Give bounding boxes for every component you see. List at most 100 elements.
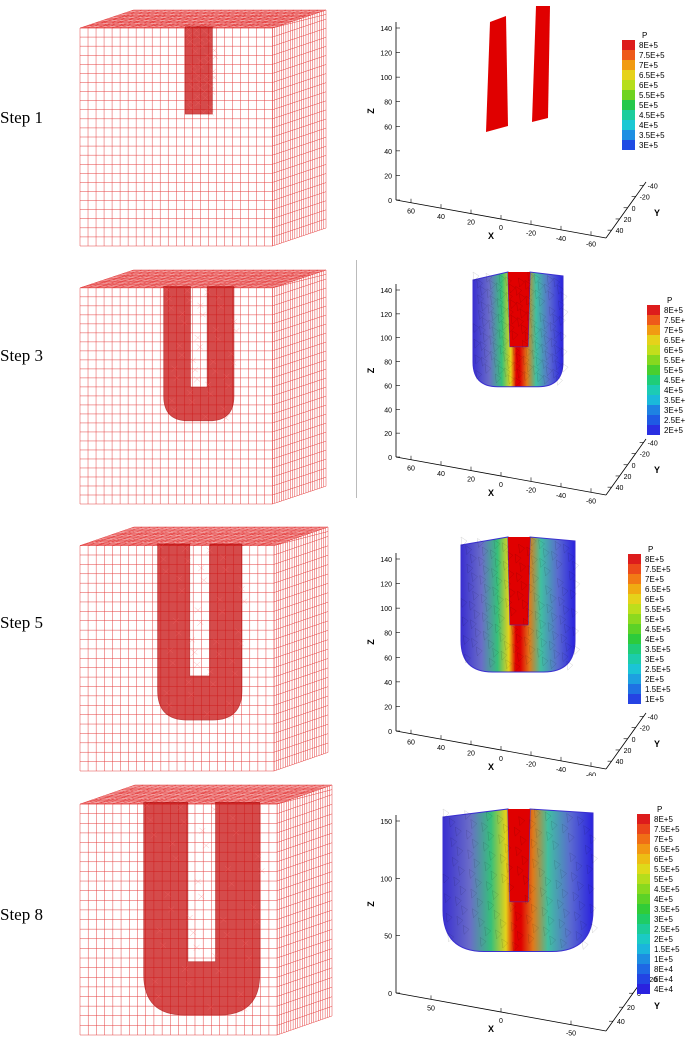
- y-tick-label: 0: [632, 737, 636, 744]
- legend-item: 1.5E+5: [637, 944, 680, 954]
- mesh-cube: [79, 526, 329, 772]
- legend-item: 4.5E+5: [628, 624, 671, 634]
- legend-item: 7E+5: [622, 60, 665, 70]
- legend-item: 1E+5: [628, 694, 671, 704]
- legend-value: 3.5E+5: [654, 904, 680, 914]
- legend-value: 2E+5: [664, 425, 683, 435]
- crack-mesh-region: [163, 286, 240, 422]
- legend-item: 6E+5: [622, 80, 665, 90]
- legend-item: 8E+5: [647, 305, 685, 315]
- y-tick-label: -20: [640, 452, 650, 459]
- legend-value: 5E+5: [664, 365, 683, 375]
- legend-swatch: [628, 584, 641, 594]
- z-tick-label: 150: [380, 819, 392, 826]
- legend-value: 6E+5: [654, 854, 673, 864]
- legend-item: 5E+5: [637, 874, 680, 884]
- z-tick-label: 60: [384, 383, 392, 390]
- y-axis-label: Y: [654, 465, 660, 475]
- legend-item: 6E+5: [647, 345, 685, 355]
- z-tick-label: 140: [380, 557, 392, 564]
- legend-item: 7E+5: [647, 325, 685, 335]
- legend-item: 3E+5: [637, 914, 680, 924]
- step-label: Step 8: [0, 905, 43, 924]
- x-tick-label: -40: [556, 767, 566, 774]
- legend-item: 5.5E+5: [637, 864, 680, 874]
- x-tick-label: 40: [437, 214, 445, 221]
- legend-item: 3.5E+5: [628, 644, 671, 654]
- z-tick-label: 0: [388, 991, 392, 998]
- legend-value: 6.5E+5: [645, 584, 671, 594]
- legend-value: 2E+5: [645, 674, 664, 684]
- legend-value: 6E+4: [654, 974, 673, 984]
- legend-item: 6E+4: [637, 974, 680, 984]
- legend-value: 8E+5: [639, 40, 658, 50]
- x-tick-label: 0: [499, 756, 503, 763]
- legend-item: 8E+5: [622, 40, 665, 50]
- crack-mesh-region: [184, 26, 219, 117]
- z-tick-label: 20: [384, 431, 392, 438]
- legend-item: 6E+5: [637, 854, 680, 864]
- legend-item: 2E+5: [628, 674, 671, 684]
- legend-swatch: [628, 624, 641, 634]
- legend-item: 4E+5: [622, 120, 665, 130]
- legend-swatch: [647, 345, 660, 355]
- y-tick-label: 20: [627, 1005, 635, 1012]
- legend-value: 7E+5: [654, 834, 673, 844]
- legend-swatch: [637, 874, 650, 884]
- legend-item: 3E+5: [622, 140, 665, 150]
- legend-swatch: [622, 70, 635, 80]
- z-tick-label: 80: [384, 100, 392, 107]
- x-tick-label: -60: [586, 498, 596, 505]
- legend-value: 1E+5: [654, 954, 673, 964]
- legend-swatch: [622, 100, 635, 110]
- z-axis-label: Z: [366, 901, 376, 907]
- legend-item: 4.5E+5: [647, 375, 685, 385]
- legend-swatch: [647, 335, 660, 345]
- z-tick-label: 20: [384, 704, 392, 711]
- x-tick-label: -40: [556, 236, 566, 243]
- x-axis-label: X: [488, 488, 494, 498]
- legend-item: 5.5E+5: [622, 90, 665, 100]
- legend-item: 2E+5: [647, 425, 685, 435]
- legend-swatch: [647, 305, 660, 315]
- z-axis-label: Z: [366, 108, 376, 114]
- legend-value: 2.5E+5: [664, 415, 685, 425]
- z-tick-label: 100: [380, 876, 392, 883]
- legend-value: 4E+5: [639, 120, 658, 130]
- legend-swatch: [637, 914, 650, 924]
- x-axis-label: X: [488, 231, 494, 241]
- z-tick-label: 140: [380, 26, 392, 33]
- legend-item: 3.5E+5: [622, 130, 665, 140]
- panel-divider: [356, 260, 357, 498]
- legend-value: 7.5E+5: [654, 824, 680, 834]
- legend-item: 7.5E+5: [622, 50, 665, 60]
- z-tick-label: 60: [384, 124, 392, 131]
- x-tick-label: -60: [586, 772, 596, 776]
- y-tick-label: 40: [616, 228, 624, 235]
- x-tick-label: -40: [556, 493, 566, 500]
- x-tick-label: -20: [526, 487, 536, 494]
- legend-value: 2E+5: [654, 934, 673, 944]
- y-axis-label: Y: [654, 208, 660, 218]
- z-tick-label: 120: [380, 51, 392, 58]
- legend-value: 7.5E+5: [639, 50, 665, 60]
- z-tick-label: 100: [380, 336, 392, 343]
- legend-item: 5.5E+5: [628, 604, 671, 614]
- step-label: Step 3: [0, 346, 43, 365]
- legend-item: 4E+5: [637, 894, 680, 904]
- legend-swatch: [647, 425, 660, 435]
- legend-item: 8E+5: [628, 554, 671, 564]
- legend-item: 3.5E+5: [637, 904, 680, 914]
- y-axis-label: Y: [654, 1001, 660, 1011]
- legend-swatch: [637, 954, 650, 964]
- legend-swatch: [622, 50, 635, 60]
- x-tick-label: -20: [526, 761, 536, 768]
- legend-item: 4.5E+5: [622, 110, 665, 120]
- legend-swatch: [647, 415, 660, 425]
- legend-swatch: [637, 854, 650, 864]
- z-tick-label: 50: [384, 934, 392, 941]
- legend-swatch: [628, 634, 641, 644]
- legend-swatch: [628, 574, 641, 584]
- legend-swatch: [622, 60, 635, 70]
- legend-value: 4E+5: [664, 385, 683, 395]
